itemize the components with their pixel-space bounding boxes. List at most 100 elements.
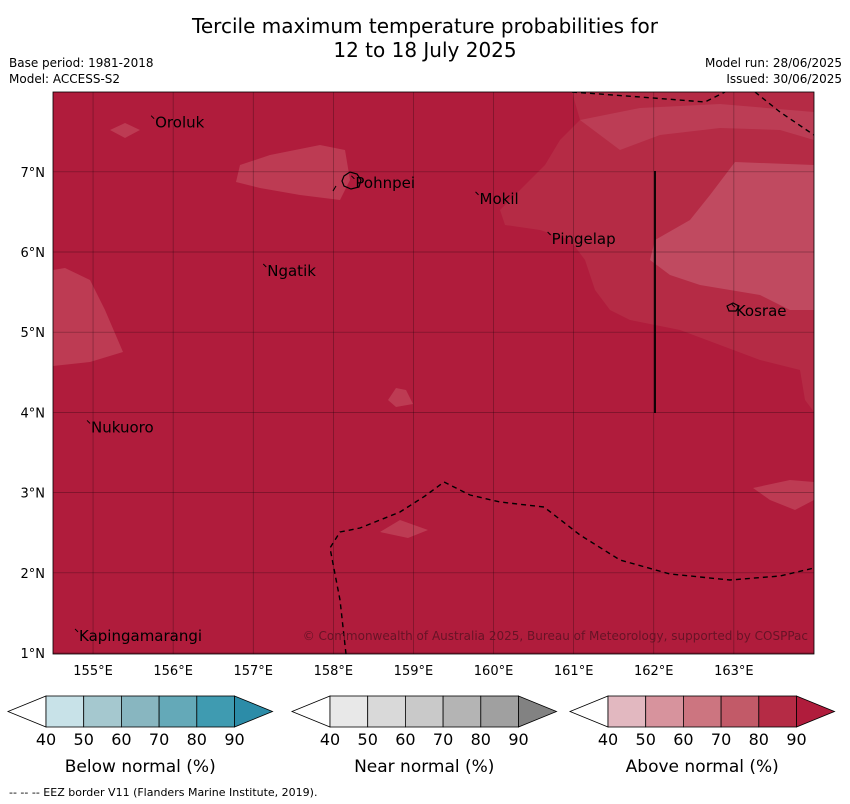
legend-title: Near normal (%) <box>354 757 494 777</box>
place-label: Nukuoro <box>91 418 154 436</box>
legend-swatch <box>607 695 647 728</box>
place-label: Oroluk <box>155 114 204 132</box>
legend-swatch <box>720 695 760 728</box>
lon-tick-label: 160°E <box>474 664 514 679</box>
legend-extend-high <box>796 695 836 728</box>
map-frame <box>52 91 815 655</box>
legend-extend-low <box>290 695 331 728</box>
place-marker <box>731 303 736 308</box>
lon-tick-label: 156°E <box>153 664 193 679</box>
place-marker <box>74 628 79 633</box>
legend-colorbar: 40 50 60 70 80 90 Below normal (%) <box>6 695 274 777</box>
legend-tick-label: 90 <box>508 730 528 749</box>
eez-border-south <box>329 481 814 654</box>
legend-tick-label: 60 <box>111 730 131 749</box>
prob-patch-small-1 <box>388 388 413 407</box>
eez-border-ne <box>754 92 814 136</box>
legend-swatch <box>367 695 406 728</box>
legend-swatch <box>404 695 444 728</box>
lat-tick-label: 5°N <box>21 326 46 341</box>
legend-swatch <box>83 695 122 728</box>
pohnpei-island <box>341 171 362 190</box>
lat-tick-label: 6°N <box>21 246 46 261</box>
axis-labels: 155°E 156°E 157°E 158°E 159°E 160°E 161°E 162°E… <box>21 166 754 679</box>
lat-tick-label: 7°N <box>21 166 46 181</box>
prob-patch-oroluk <box>110 123 140 138</box>
legend-tick-label: 90 <box>786 730 806 749</box>
legends: 40 50 60 70 80 90 Below normal (%) 40 50 60 70 80 90… <box>6 695 836 777</box>
kosrae-island <box>726 302 740 312</box>
legend-swatch <box>442 695 482 728</box>
legend-tick-label: 60 <box>673 730 693 749</box>
prob-patch-ne <box>580 104 814 150</box>
place-marker <box>150 115 155 120</box>
lat-tick-label: 3°N <box>21 487 46 502</box>
lon-tick-label: 163°E <box>714 664 754 679</box>
islet-mark <box>332 185 337 192</box>
model-name: Model: ACCESS-S2 <box>9 72 121 86</box>
lon-tick-label: 158°E <box>314 664 354 679</box>
prob-patch-small-2 <box>380 520 428 538</box>
legend-extend-high <box>518 695 558 728</box>
legend-swatch <box>645 695 684 728</box>
issued-date: Issued: 30/06/2025 <box>726 72 842 86</box>
legend-tick-label: 70 <box>149 730 169 749</box>
lon-tick-label: 157°E <box>233 664 273 679</box>
legend-swatch <box>196 695 235 728</box>
legend-extend-low <box>6 695 47 728</box>
legend-swatch <box>683 695 722 728</box>
legend-tick-label: 60 <box>395 730 415 749</box>
eez-border-north <box>571 92 726 103</box>
lon-tick-label: 162°E <box>634 664 674 679</box>
legend-tick-label: 40 <box>36 730 56 749</box>
legend-extend-low <box>568 695 609 728</box>
place-label: Pohnpei <box>355 174 415 192</box>
lat-tick-label: 4°N <box>21 406 46 421</box>
legend-tick-label: 50 <box>636 730 656 749</box>
legend-swatch <box>758 695 797 728</box>
place-label: Kosrae <box>736 302 787 320</box>
legend-swatch <box>329 695 369 728</box>
place-marker <box>547 231 551 236</box>
lon-tick-label: 155°E <box>73 664 113 679</box>
legend-title: Below normal (%) <box>65 757 216 777</box>
place-marker <box>86 420 91 424</box>
lon-tick-label: 159°E <box>394 664 434 679</box>
legend-tick-label: 40 <box>320 730 340 749</box>
legend-tick-label: 40 <box>598 730 618 749</box>
base-period: Base period: 1981-2018 <box>9 56 154 70</box>
copyright-notice: © Commonwealth of Australia 2025, Bureau… <box>303 629 808 643</box>
legend-tick-label: 90 <box>224 730 244 749</box>
legend-tick-label: 50 <box>358 730 378 749</box>
legend-swatch <box>121 695 160 728</box>
place-label: Pingelap <box>552 230 616 248</box>
legend-tick-label: 80 <box>471 730 491 749</box>
lon-tick-label: 161°E <box>554 664 594 679</box>
place-marker <box>475 191 479 196</box>
title-line-2: 12 to 18 July 2025 <box>333 38 517 62</box>
legend-tick-label: 70 <box>433 730 453 749</box>
legend-colorbar: 40 50 60 70 80 90 Above normal (%) <box>568 695 836 777</box>
lat-tick-label: 1°N <box>21 647 46 662</box>
title-line-1: Tercile maximum temperature probabilitie… <box>192 14 658 38</box>
place-marker <box>351 175 355 180</box>
place-label: Mokil <box>480 190 519 208</box>
legend-colorbar: 40 50 60 70 80 90 Near normal (%) <box>290 695 558 777</box>
legend-swatch <box>158 695 198 728</box>
map-area: Oroluk Pohnpei Mokil Pingelap Ngatik Kosrae Nu… <box>53 92 814 654</box>
legend-tick-label: 70 <box>711 730 731 749</box>
eez-borders <box>329 92 814 654</box>
place-label: Kapingamarangi <box>79 627 202 645</box>
legend-extend-high <box>234 695 274 728</box>
map-grid <box>53 92 814 654</box>
legend-tick-label: 50 <box>74 730 94 749</box>
footer-note: -- -- -- EEZ border V11 (Flanders Marine… <box>9 786 318 799</box>
legend-tick-label: 80 <box>187 730 207 749</box>
place-labels: Oroluk Pohnpei Mokil Pingelap Ngatik Kosrae Nu… <box>74 114 787 645</box>
meta-left: Base period: 1981-2018 Model: ACCESS-S2 <box>9 55 154 87</box>
prob-patch-ne-inner <box>650 162 814 310</box>
prob-patch-west <box>53 268 123 366</box>
prob-patch-se <box>753 480 814 510</box>
legend-swatch <box>45 695 85 728</box>
